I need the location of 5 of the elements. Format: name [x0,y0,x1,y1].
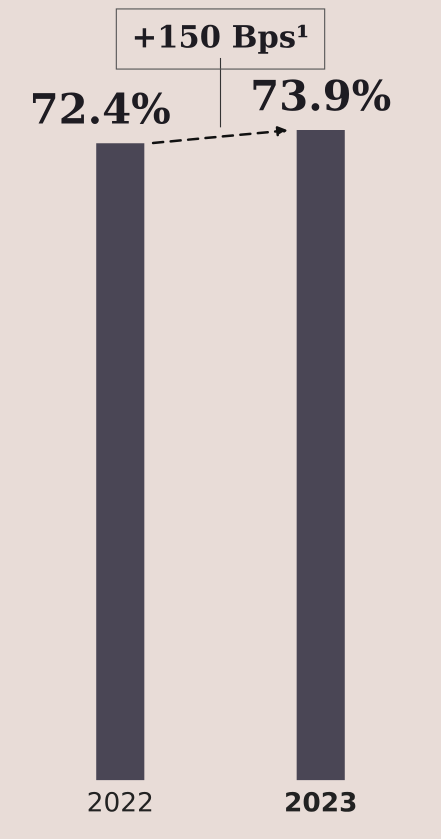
text: +150 Bps¹ [134,24,308,54]
x-tick-label: 2023 [286,792,356,812]
data-label: 73.9% [253,79,390,111]
x-tick-label: 2022 [88,792,152,812]
data-label: 72.4% [32,92,170,124]
